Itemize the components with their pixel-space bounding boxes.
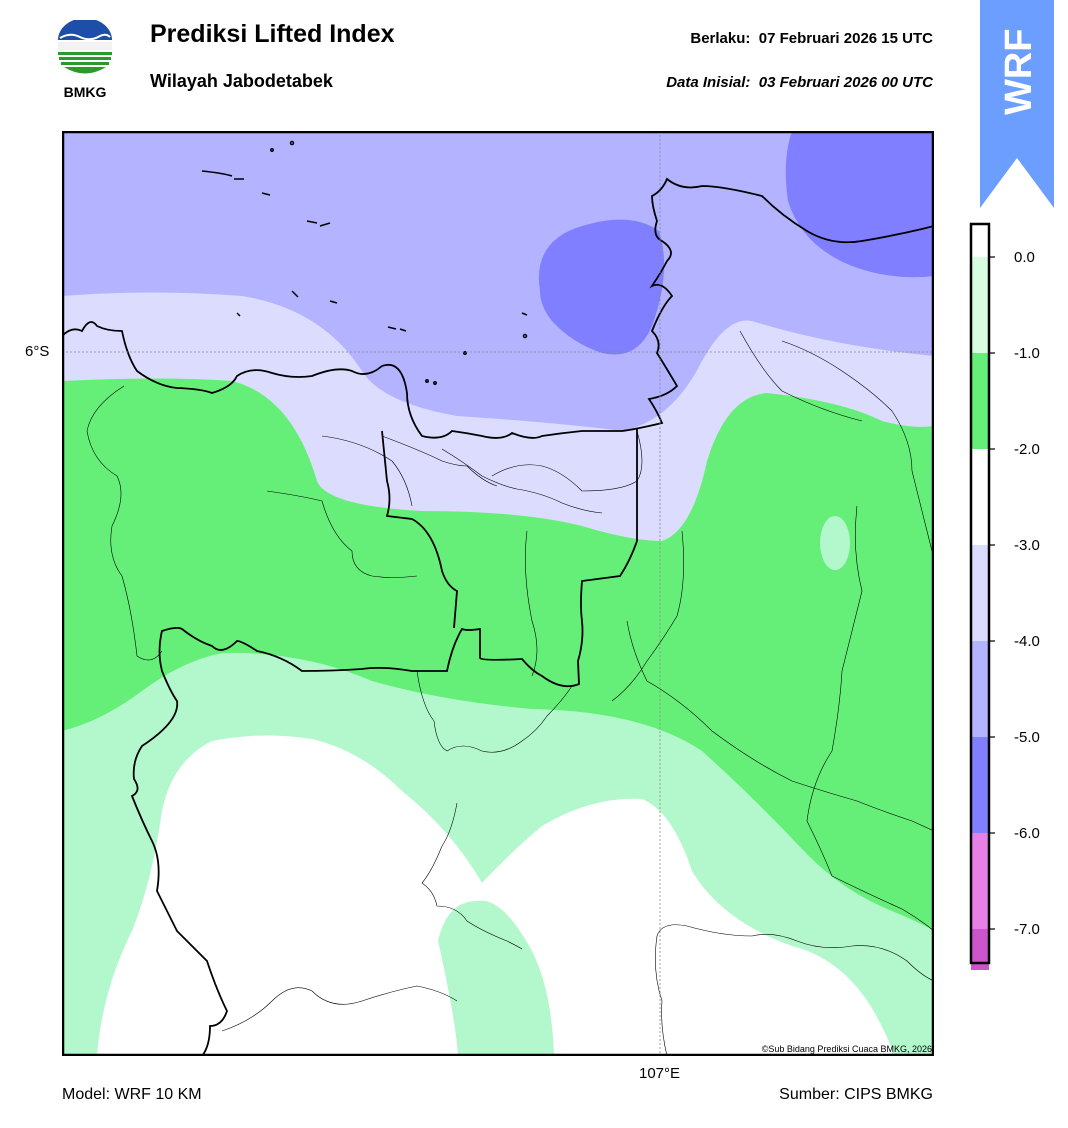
li-core-minus4-northeast xyxy=(785,131,934,278)
model-info: Model: WRF 10 KM xyxy=(62,1086,202,1103)
colorbar-cap xyxy=(971,224,989,257)
longitude-label: 107°E xyxy=(639,1065,681,1082)
colorbar-tick-label: -5.0 xyxy=(1014,729,1040,746)
page-subtitle: Wilayah Jabodetabek xyxy=(150,71,333,91)
valid-time: Berlaku: 07 Februari 2026 15 UTC xyxy=(690,30,933,47)
page-title: Prediksi Lifted Index xyxy=(150,20,395,48)
li-pocket-east xyxy=(820,516,850,570)
coastline xyxy=(62,177,934,1056)
source-info: Sumber: CIPS BMKG xyxy=(779,1086,933,1103)
colorbar-bin xyxy=(971,737,989,833)
colorbar-bin xyxy=(971,449,989,545)
bmkg-logo-icon: BMKG xyxy=(50,18,120,100)
li-core-minus4-north xyxy=(538,219,665,355)
init-time-label: Data Inisial: xyxy=(666,74,751,91)
colorbar-bin xyxy=(971,353,989,449)
colorbar-frame xyxy=(969,222,991,965)
colorbar-tick-label: -7.0 xyxy=(1014,921,1040,938)
thousand-islands xyxy=(201,140,528,385)
colorbar: 0.0 -1.0 -2.0 -3.0 -4.0 -5.0 -6.0 -7.0 xyxy=(960,220,1060,1121)
colorbar-bin xyxy=(971,833,989,929)
colorbar-tick-label: -3.0 xyxy=(1014,537,1040,554)
valid-time-label: Berlaku: xyxy=(690,30,751,47)
valid-time-value: 07 Februari 2026 15 UTC xyxy=(758,30,933,47)
logo-text: BMKG xyxy=(64,84,107,100)
colorbar-tick-label: -2.0 xyxy=(1014,441,1040,458)
colorbar-bin xyxy=(971,641,989,737)
init-time-value: 03 Februari 2026 00 UTC xyxy=(758,74,933,91)
copyright-text: ©Sub Bidang Prediksi Cuaca BMKG, 2026 xyxy=(761,1044,932,1054)
admin-boundaries-thin xyxy=(86,330,934,1056)
li-region-above-0 xyxy=(97,735,892,1056)
colorbar-bin xyxy=(971,545,989,641)
map-frame xyxy=(61,130,935,1057)
colorbar-tick-label: -4.0 xyxy=(1014,633,1040,650)
init-time: Data Inisial: 03 Februari 2026 00 UTC xyxy=(666,74,933,91)
latitude-label: 6°S xyxy=(25,343,50,360)
colorbar-bin xyxy=(971,257,989,353)
wrf-badge: WRF xyxy=(980,0,1054,210)
wrf-badge-text: WRF xyxy=(998,28,1040,115)
lifted-index-map xyxy=(61,130,935,1057)
colorbar-tick-label: -6.0 xyxy=(1014,825,1040,842)
colorbar-tick-label: -1.0 xyxy=(1014,345,1040,362)
colorbar-tick-label: 0.0 xyxy=(1014,249,1035,266)
